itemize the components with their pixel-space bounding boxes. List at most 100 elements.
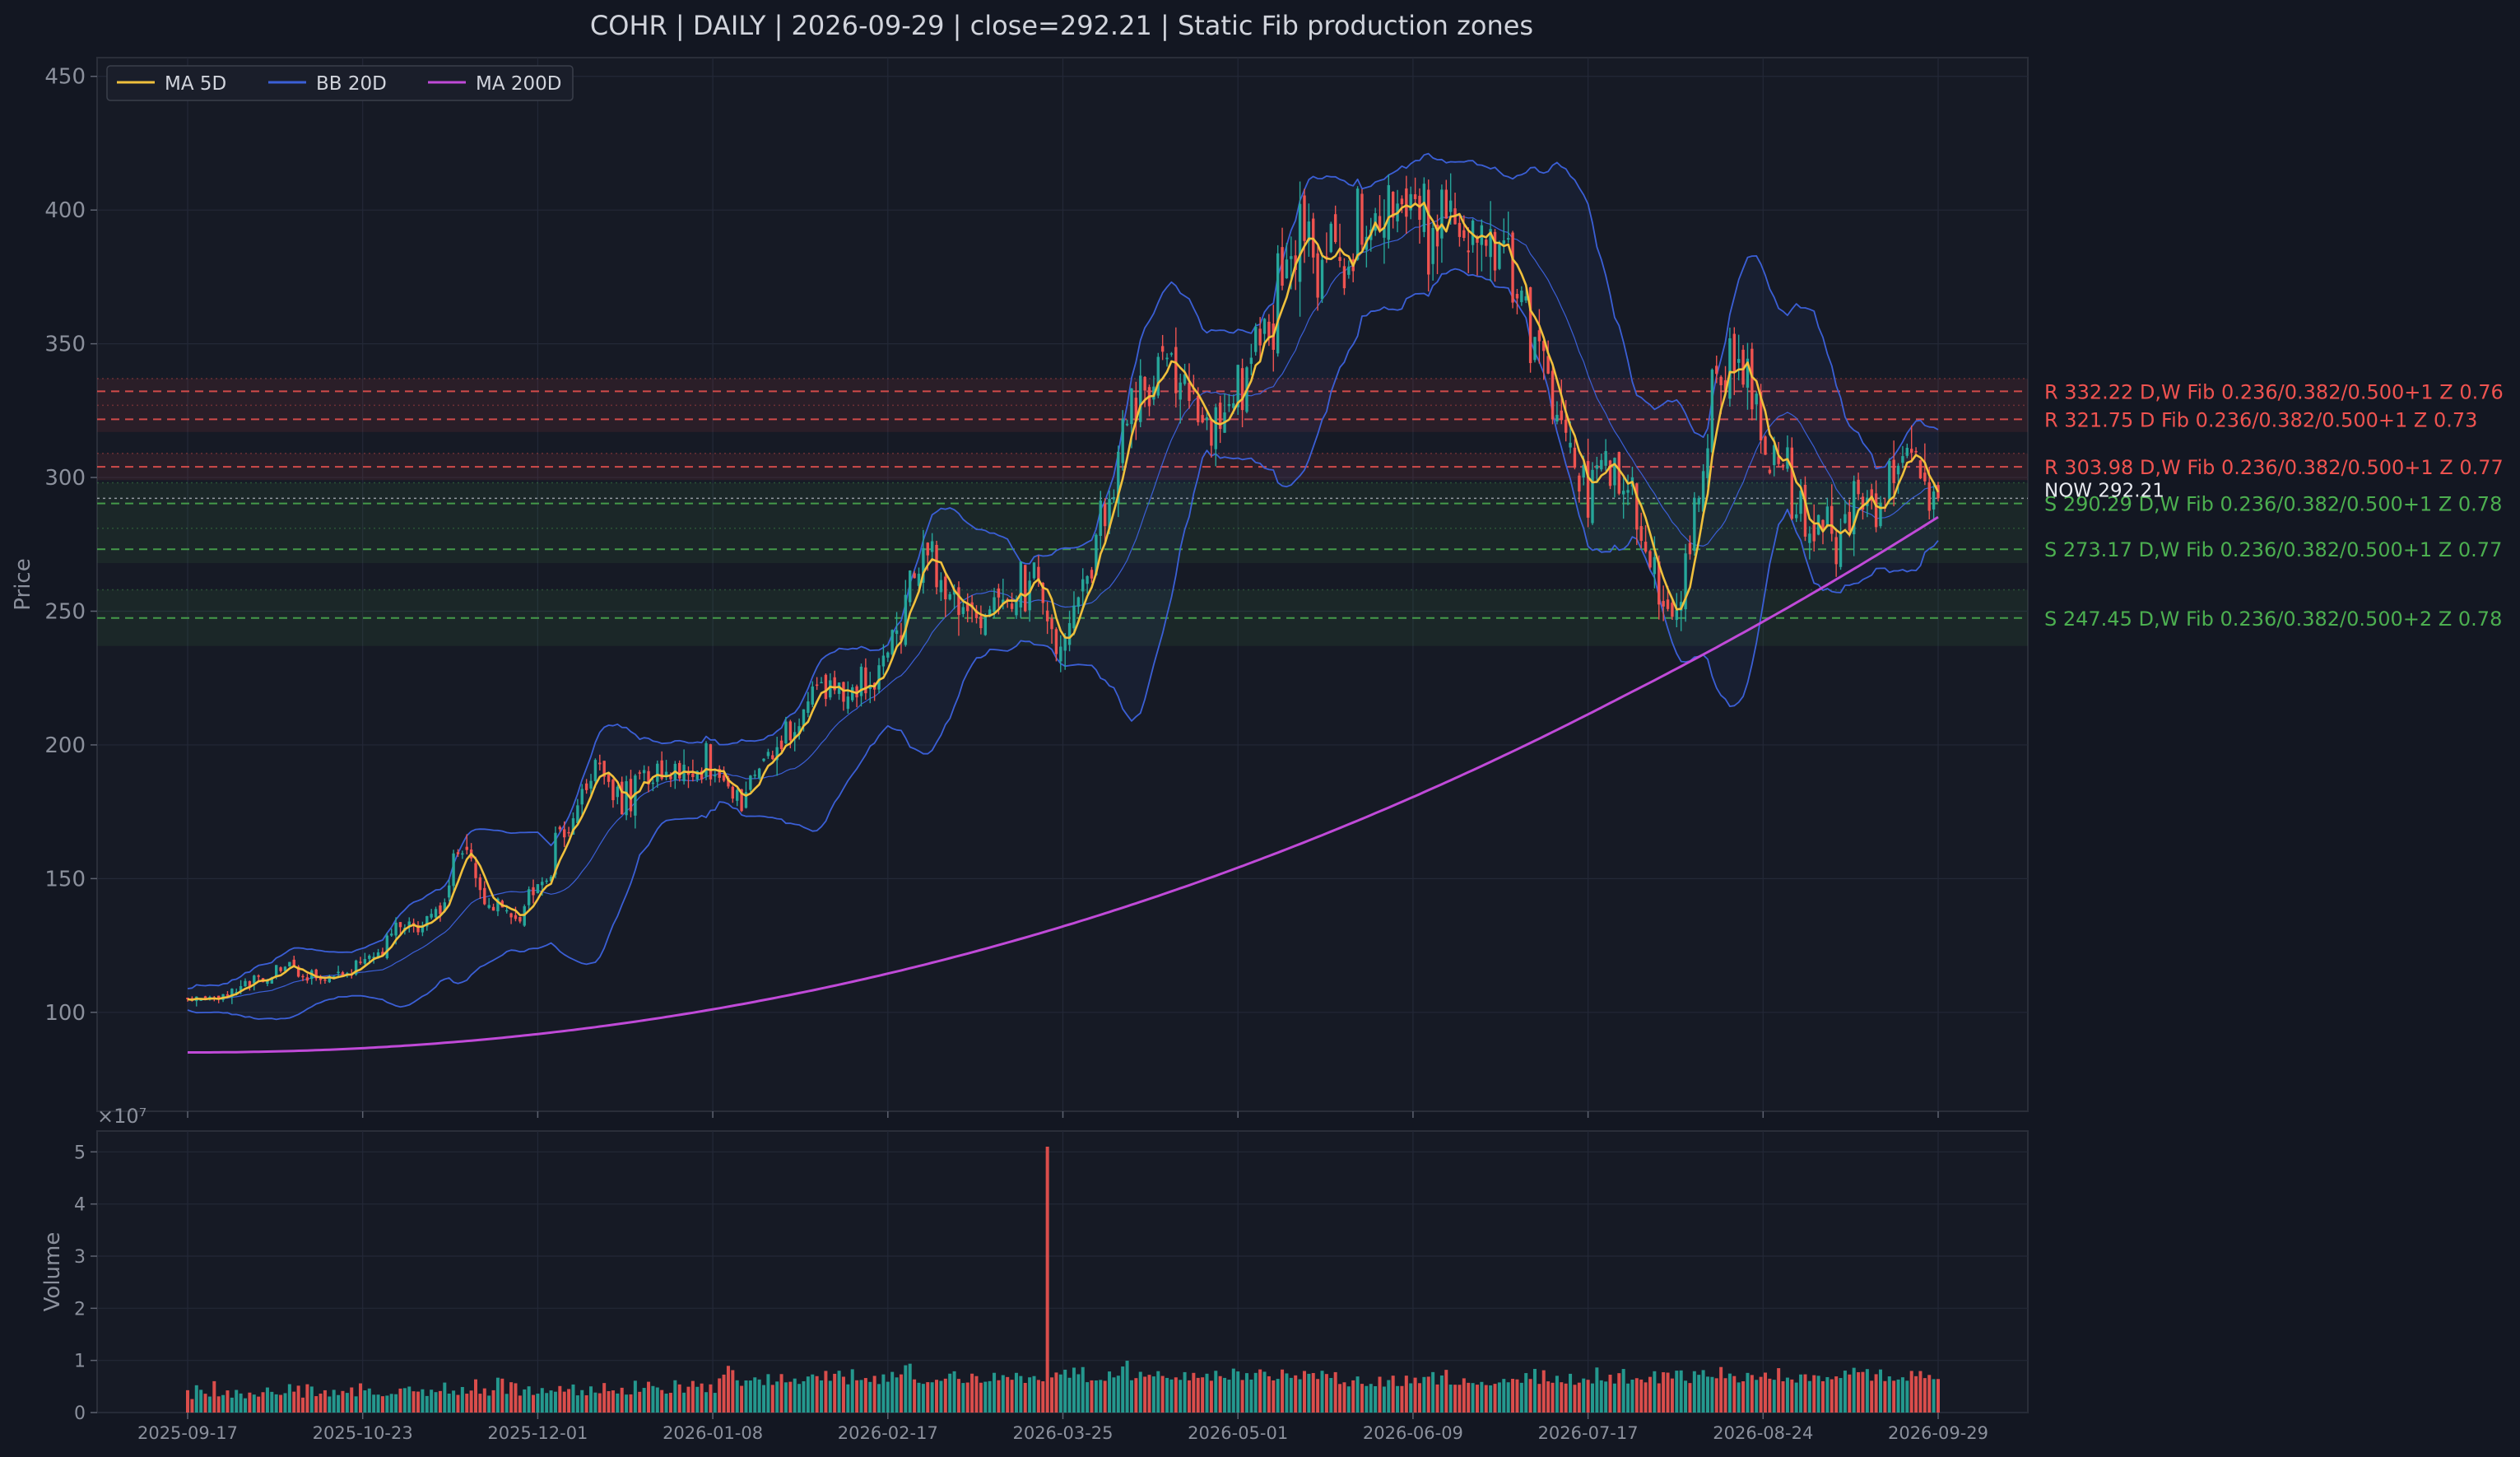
volume-bar <box>292 1391 296 1413</box>
volume-bar <box>993 1372 997 1413</box>
candle-body <box>979 616 983 629</box>
volume-bar <box>593 1392 597 1413</box>
candle-body <box>1063 636 1067 651</box>
volume-bar <box>523 1389 527 1413</box>
volume-bar <box>1777 1368 1781 1413</box>
volume-bar <box>1794 1382 1798 1413</box>
volume-bar <box>1790 1379 1794 1413</box>
volume-bar <box>1094 1380 1098 1413</box>
candle-body <box>390 933 393 936</box>
volume-bar <box>1560 1382 1564 1413</box>
candle-body <box>505 910 509 912</box>
volume-bar <box>983 1381 988 1413</box>
volume-tick-label: 3 <box>74 1247 86 1268</box>
candle-body <box>376 952 380 959</box>
volume-bar <box>726 1366 730 1413</box>
volume-bar <box>1374 1385 1378 1413</box>
candle-body <box>1218 403 1222 429</box>
volume-bar <box>1670 1378 1674 1413</box>
volume-bar <box>718 1378 722 1413</box>
candle-body <box>1067 623 1072 645</box>
candle-body <box>775 747 779 761</box>
volume-bar <box>1785 1377 1789 1413</box>
candle-body <box>797 726 801 734</box>
volume-bar <box>274 1394 278 1413</box>
candle-body <box>1909 449 1913 453</box>
volume-bar <box>974 1376 979 1413</box>
volume-bar <box>1590 1383 1594 1413</box>
volume-bar <box>970 1373 974 1413</box>
volume-bar <box>1662 1372 1666 1413</box>
candle-body <box>554 832 557 875</box>
candle-body <box>993 597 996 612</box>
volume-bar <box>345 1393 349 1413</box>
volume-bar <box>1923 1378 1927 1413</box>
volume-bar <box>230 1397 234 1413</box>
volume-bar <box>1555 1376 1559 1413</box>
volume-bar <box>620 1387 624 1413</box>
volume-bar <box>740 1385 744 1413</box>
candle-body <box>1276 253 1280 354</box>
candle-body <box>1156 356 1160 396</box>
price-axis: 100 150 200 250 300 350 400 450 <box>44 65 97 1026</box>
volume-bar <box>1240 1380 1244 1413</box>
volume-bar <box>1617 1373 1621 1413</box>
candle-body <box>1653 556 1657 575</box>
volume-bar <box>1803 1374 1807 1413</box>
volume-bar <box>589 1386 593 1413</box>
candle-body <box>1621 491 1625 495</box>
candle-body <box>1476 236 1479 243</box>
candle-body <box>1777 456 1780 464</box>
volume-bar <box>562 1391 566 1413</box>
volume-bar <box>1426 1376 1430 1413</box>
volume-bar <box>350 1387 354 1413</box>
volume-bar <box>323 1390 327 1413</box>
volume-bar <box>235 1390 239 1413</box>
volume-tick-label: 1 <box>74 1352 86 1372</box>
volume-bar <box>359 1383 363 1413</box>
candle-body <box>1626 490 1630 493</box>
candle-body <box>239 985 243 992</box>
moving-averages <box>187 202 1940 1054</box>
candle-body <box>753 775 756 776</box>
candle-body <box>425 915 429 927</box>
volume-bar <box>1156 1371 1160 1413</box>
candle-body <box>1635 483 1639 530</box>
volume-bar <box>1564 1383 1568 1413</box>
volume-bar <box>279 1394 283 1413</box>
volume-bar <box>434 1392 438 1413</box>
volume-bar <box>287 1384 291 1413</box>
volume-bar <box>1857 1371 1861 1413</box>
volume-bar <box>1214 1371 1218 1413</box>
date-tick-label: 2026-07-17 <box>1538 1423 1639 1443</box>
candle-body <box>1515 294 1519 299</box>
candle-body <box>974 610 979 619</box>
candle-body <box>669 776 672 780</box>
volume-bar <box>930 1382 934 1413</box>
candle-body <box>678 762 681 779</box>
volume-bar <box>1812 1375 1816 1413</box>
candle-body <box>1117 451 1120 504</box>
volume-bar <box>571 1384 575 1413</box>
volume-bar <box>1147 1375 1151 1413</box>
candle-body <box>1169 353 1174 355</box>
volume-bar <box>709 1384 713 1413</box>
candle-body <box>266 980 269 985</box>
volume-bar <box>216 1396 221 1413</box>
candle-body <box>230 989 234 998</box>
volume-bar <box>1519 1382 1523 1413</box>
volume-bar <box>1763 1372 1767 1413</box>
candle-body <box>1613 458 1616 486</box>
candle-body <box>1502 240 1505 244</box>
volume-bar <box>1458 1385 1462 1413</box>
candle-body <box>279 967 282 971</box>
volume-bar <box>1475 1385 1479 1413</box>
price-tick-label: 250 <box>44 599 86 624</box>
volume-bar <box>1532 1368 1537 1413</box>
candle-body <box>1533 337 1537 361</box>
volume-bar <box>1355 1376 1360 1413</box>
candle-body <box>1737 359 1741 363</box>
candle-body <box>629 779 633 812</box>
volume-bar <box>731 1370 735 1413</box>
volume-bar <box>1409 1383 1413 1413</box>
